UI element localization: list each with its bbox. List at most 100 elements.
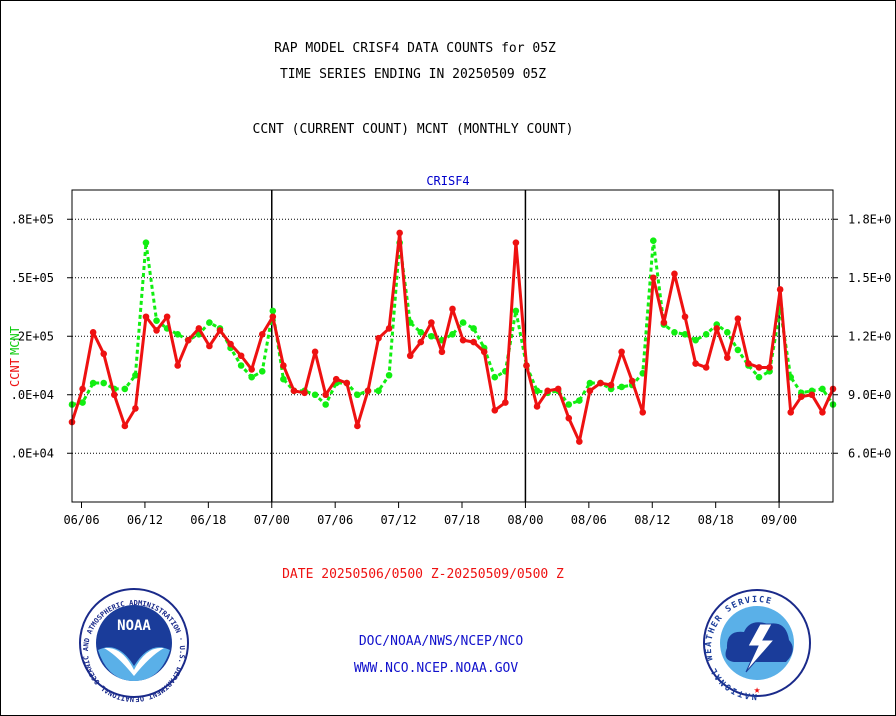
chart-title-line2: TIME SERIES ENDING IN 20250509 05Z xyxy=(280,67,546,82)
ccnt-point xyxy=(89,329,97,336)
ccnt-point xyxy=(332,375,340,383)
mcnt-point xyxy=(470,325,477,332)
url-line: WWW.NCO.NCEP.NOAA.GOV xyxy=(354,661,519,676)
ccnt-point xyxy=(459,336,467,344)
ccnt-point xyxy=(269,313,277,321)
ccnt-point xyxy=(544,387,551,395)
x-tick-label: 07/12 xyxy=(381,513,417,527)
left-y-tick-label: .2E+05 xyxy=(11,329,54,343)
x-tick-label: 08/18 xyxy=(698,513,734,527)
ccnt-point xyxy=(523,362,530,369)
plot-frame xyxy=(71,189,834,503)
mcnt-point xyxy=(533,387,541,395)
ccnt-point xyxy=(121,422,129,430)
mcnt-point xyxy=(354,391,361,399)
ccnt-point xyxy=(618,348,625,356)
ccnt-point xyxy=(766,364,773,371)
ccnt-point xyxy=(311,348,319,356)
axis-layer: .0E+04 6.0E+0 .0E+04 9.0E+0 .2E+05 1.2E+0 .5E+… xyxy=(11,189,891,527)
ccnt-point xyxy=(79,385,86,393)
ccnt-point xyxy=(808,391,816,399)
left-y-tick-label: .5E+05 xyxy=(11,271,54,285)
ccnt-point xyxy=(163,313,171,321)
mcnt-point xyxy=(248,373,255,381)
mcnt-point xyxy=(650,237,657,244)
ccnt-point xyxy=(565,414,573,422)
ccnt-point xyxy=(396,229,403,237)
mcnt-point xyxy=(417,329,425,336)
ccnt-point xyxy=(385,325,393,332)
x-tick-label: 07/06 xyxy=(317,513,353,527)
mcnt-point xyxy=(819,385,826,393)
x-tick-label: 06/12 xyxy=(127,513,163,527)
mcnt-series xyxy=(68,237,837,408)
ccnt-point xyxy=(406,352,414,360)
ccnt-point xyxy=(639,409,647,416)
right-y-tick-label: 9.0E+0 xyxy=(848,388,891,402)
mcnt-point xyxy=(618,383,625,391)
mcnt-point xyxy=(121,385,129,393)
mcnt-point xyxy=(258,368,266,375)
mcnt-point xyxy=(375,387,382,395)
nws-logo: NATIONAL WEATHER SERVICE ★ xyxy=(703,589,811,701)
x-tick-label: 07/00 xyxy=(254,513,290,527)
chart-title-line1: RAP MODEL CRISF4 DATA COUNTS for 05Z xyxy=(274,41,556,56)
ccnt-point xyxy=(470,338,477,346)
mcnt-point xyxy=(269,307,277,315)
mcnt-point xyxy=(153,317,160,324)
mcnt-point xyxy=(237,362,245,369)
left-y-tick-label: .0E+04 xyxy=(11,446,54,460)
ccnt-point xyxy=(100,350,108,358)
ccnt-point xyxy=(174,362,181,369)
left-ylabel-mcnt: MCNT xyxy=(8,326,22,355)
chart-subtitle: CCNT (CURRENT COUNT) MCNT (MONTHLY COUNT… xyxy=(253,122,574,137)
ccnt-point xyxy=(491,407,499,414)
ccnt-point xyxy=(819,409,826,416)
ccnt-point xyxy=(216,327,224,334)
ccnt-point xyxy=(745,360,752,367)
ccnt-point xyxy=(724,354,731,362)
mcnt-point xyxy=(89,379,97,387)
mcnt-point xyxy=(79,399,86,406)
mcnt-point xyxy=(142,239,150,246)
x-tick-label: 07/18 xyxy=(444,513,480,527)
mcnt-point xyxy=(491,373,499,381)
mcnt-point xyxy=(724,329,731,336)
mcnt-point xyxy=(755,373,763,381)
mcnt-point xyxy=(174,331,181,338)
mcnt-point xyxy=(459,319,467,326)
ccnt-point xyxy=(301,389,308,397)
left-y-tick-label: .8E+05 xyxy=(11,212,54,226)
left-ylabel-ccnt: CCNT xyxy=(8,358,22,387)
ccnt-point xyxy=(692,360,699,367)
mcnt-point xyxy=(132,371,139,379)
ccnt-point xyxy=(258,331,266,338)
ccnt-point xyxy=(512,239,520,246)
ccnt-point xyxy=(290,387,298,395)
x-tick-label: 06/18 xyxy=(190,513,226,527)
ccnt-point xyxy=(681,313,689,321)
ccnt-point xyxy=(195,325,203,332)
plot-title: CRISF4 xyxy=(426,174,469,188)
ccnt-point xyxy=(132,405,139,412)
mcnt-point xyxy=(512,307,520,315)
ccnt-point xyxy=(554,385,562,393)
mcnt-point xyxy=(428,332,435,340)
x-tick-label: 09/00 xyxy=(761,513,797,527)
ccnt-point xyxy=(343,379,351,387)
ccnt-point xyxy=(713,325,721,332)
ccnt-point xyxy=(354,422,361,430)
ccnt-point xyxy=(755,364,763,371)
ccnt-point xyxy=(597,379,604,387)
mcnt-point xyxy=(100,379,108,387)
ccnt-point xyxy=(237,352,245,360)
ccnt-point xyxy=(227,340,234,348)
ccnt-point xyxy=(734,315,742,323)
right-y-tick-label: 6.0E+0 xyxy=(848,446,891,460)
mcnt-point xyxy=(565,401,573,408)
ccnt-point xyxy=(428,319,435,326)
date-range: DATE 20250506/0500 Z-20250509/0500 Z xyxy=(282,567,564,582)
ccnt-point xyxy=(375,334,382,342)
mcnt-point xyxy=(681,331,689,338)
